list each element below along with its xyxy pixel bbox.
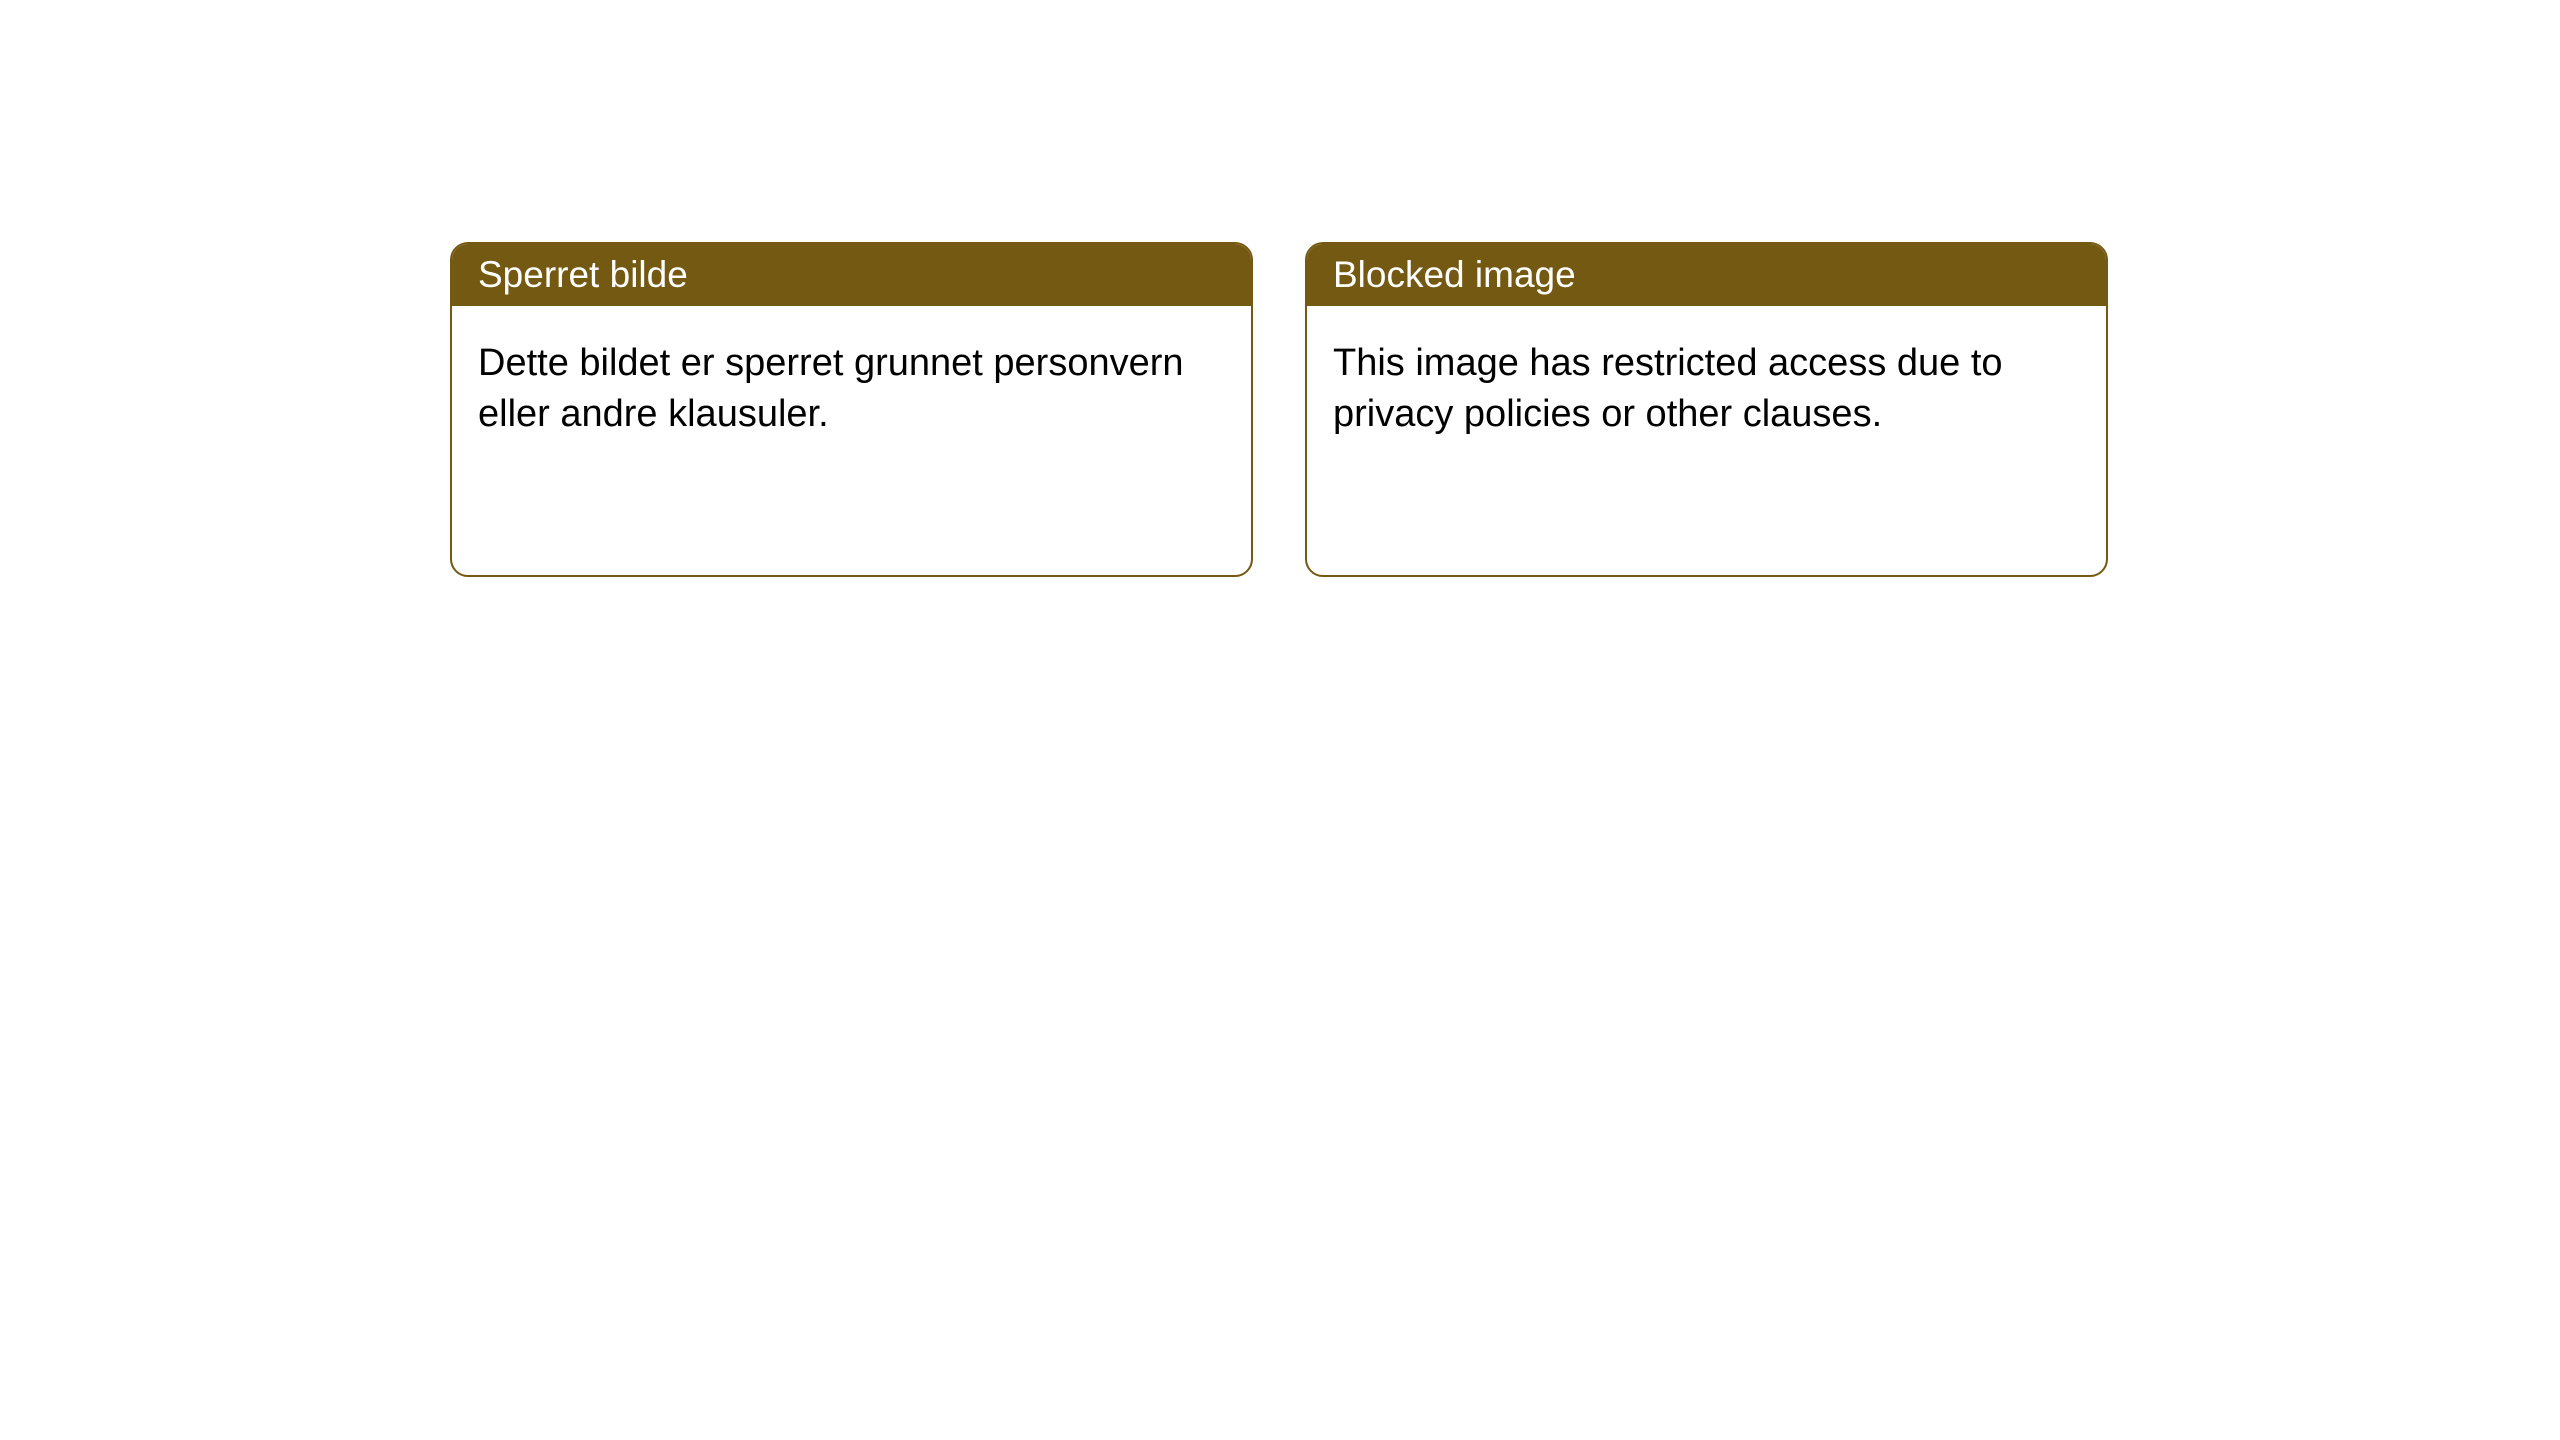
notice-header-english: Blocked image xyxy=(1307,244,2106,306)
notice-header-norwegian: Sperret bilde xyxy=(452,244,1251,306)
notice-box-english: Blocked image This image has restricted … xyxy=(1305,242,2108,577)
notice-body-norwegian: Dette bildet er sperret grunnet personve… xyxy=(452,306,1251,473)
notice-body-english: This image has restricted access due to … xyxy=(1307,306,2106,473)
notice-container: Sperret bilde Dette bildet er sperret gr… xyxy=(0,0,2560,577)
notice-box-norwegian: Sperret bilde Dette bildet er sperret gr… xyxy=(450,242,1253,577)
